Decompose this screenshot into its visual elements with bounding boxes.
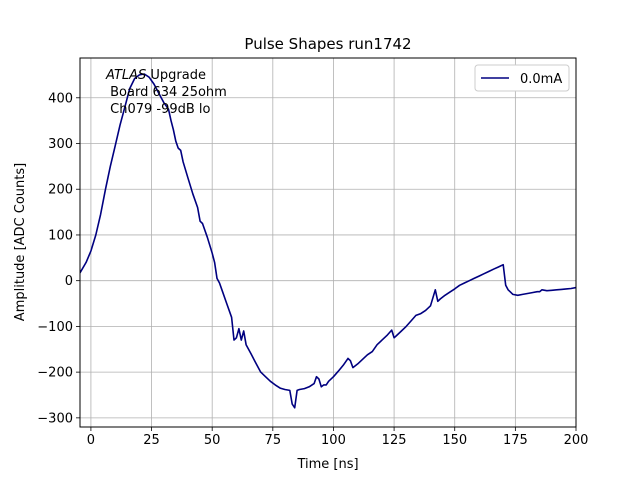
y-axis-ticks: −300 −200 −100 0 100 200 300 400 bbox=[37, 91, 80, 426]
legend: 0.0mA bbox=[474, 64, 570, 92]
x-tick-label: 100 bbox=[321, 433, 346, 448]
y-tick-label: 200 bbox=[48, 183, 73, 198]
annotation-upgrade: Upgrade bbox=[146, 68, 206, 83]
y-tick-label: 100 bbox=[48, 228, 73, 243]
y-tick-label: −200 bbox=[37, 366, 73, 381]
x-tick-label: 75 bbox=[265, 433, 282, 448]
x-tick-label: 0 bbox=[87, 433, 95, 448]
y-tick-label: 300 bbox=[48, 137, 73, 152]
annotation-line-1: ATLAS Upgrade bbox=[105, 68, 206, 83]
plot-frame bbox=[79, 57, 577, 428]
x-tick-label: 50 bbox=[204, 433, 221, 448]
annotation-line-2: Board 634 25ohm bbox=[106, 85, 227, 100]
y-tick-label: −300 bbox=[37, 411, 73, 426]
legend-box bbox=[474, 64, 570, 92]
x-tick-label: 200 bbox=[564, 433, 589, 448]
x-tick-label: 150 bbox=[442, 433, 467, 448]
series-line-0.0mA bbox=[80, 73, 576, 409]
chart-title: Pulse Shapes run1742 bbox=[244, 35, 411, 53]
y-axis-label: Amplitude [ADC Counts] bbox=[13, 163, 28, 321]
y-tick-label: −100 bbox=[37, 320, 73, 335]
y-tick-label: 0 bbox=[65, 274, 73, 289]
x-axis-label: Time [ns] bbox=[296, 457, 358, 472]
y-tick-label: 400 bbox=[48, 91, 73, 106]
annotation-line-3: Ch079 -99dB lo bbox=[106, 102, 211, 117]
grid bbox=[80, 58, 577, 427]
x-tick-label: 25 bbox=[143, 433, 160, 448]
annotation-atlas: ATLAS bbox=[105, 68, 146, 83]
x-tick-label: 125 bbox=[382, 433, 407, 448]
legend-label: 0.0mA bbox=[520, 72, 562, 87]
x-tick-label: 175 bbox=[503, 433, 528, 448]
x-axis-ticks: 0 25 50 75 100 125 150 175 200 bbox=[87, 427, 589, 448]
